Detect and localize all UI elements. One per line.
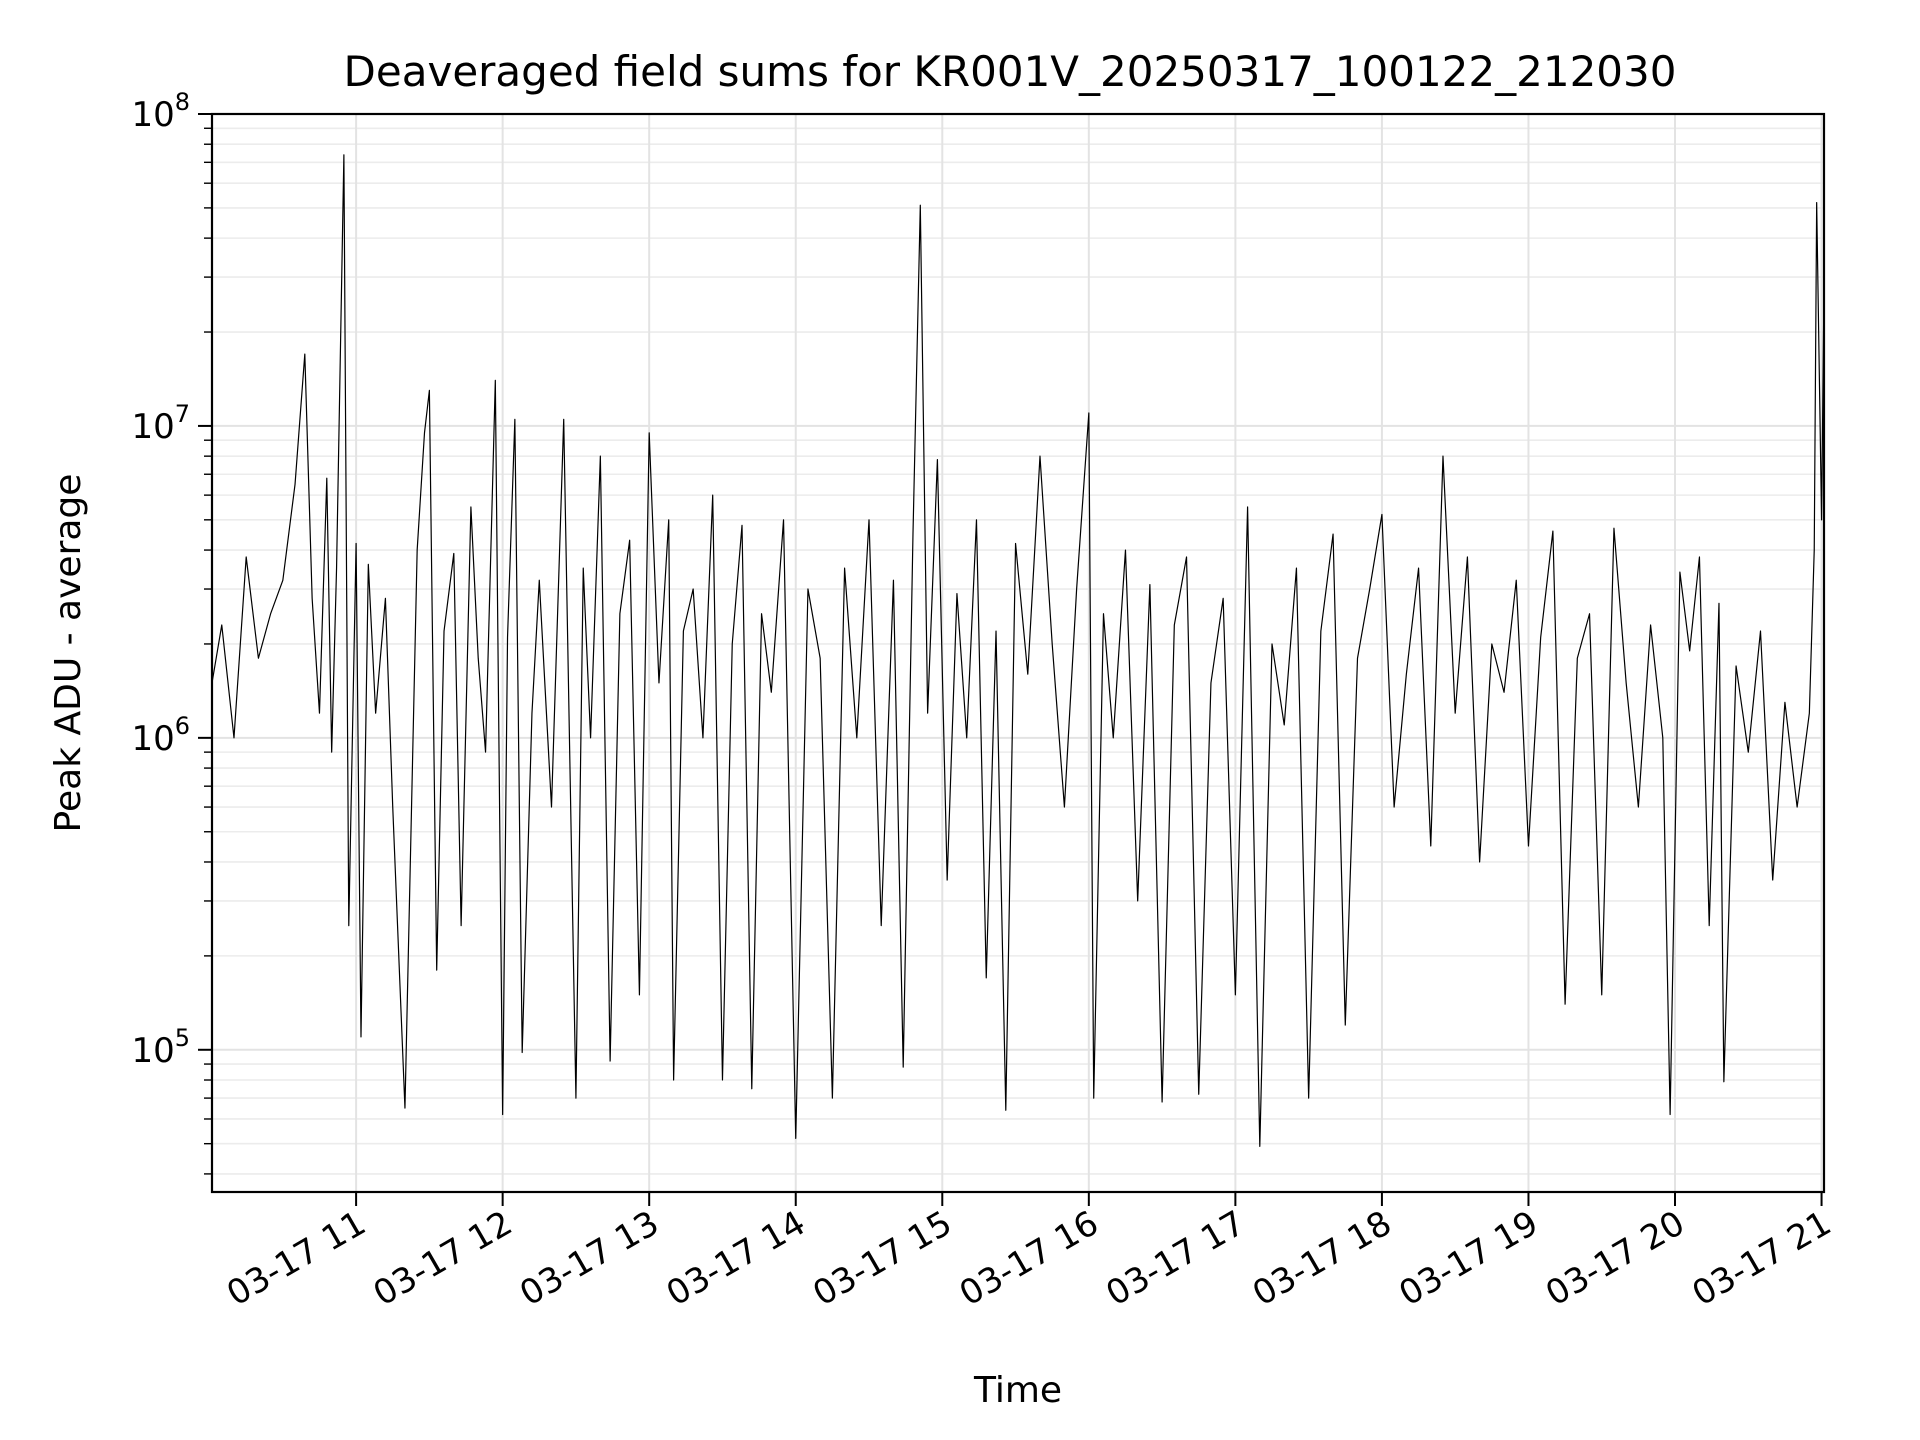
minor-gridlines	[212, 127, 1824, 1175]
chart-title: Deaveraged field sums for KR001V_2025031…	[344, 47, 1677, 96]
x-axis-label: Time	[973, 1370, 1062, 1411]
y-axis-label: Peak ADU - average	[48, 474, 89, 833]
y-tick-label: 107	[131, 400, 190, 447]
y-tick-label: 106	[131, 712, 190, 759]
plot-frame	[210, 112, 1826, 1194]
y-tick-label: 108	[131, 88, 190, 135]
y-axis-ticks: 105 106 107 108	[131, 88, 212, 1175]
series-line	[211, 154, 1825, 1148]
y-tick-label: 105	[131, 1024, 190, 1071]
